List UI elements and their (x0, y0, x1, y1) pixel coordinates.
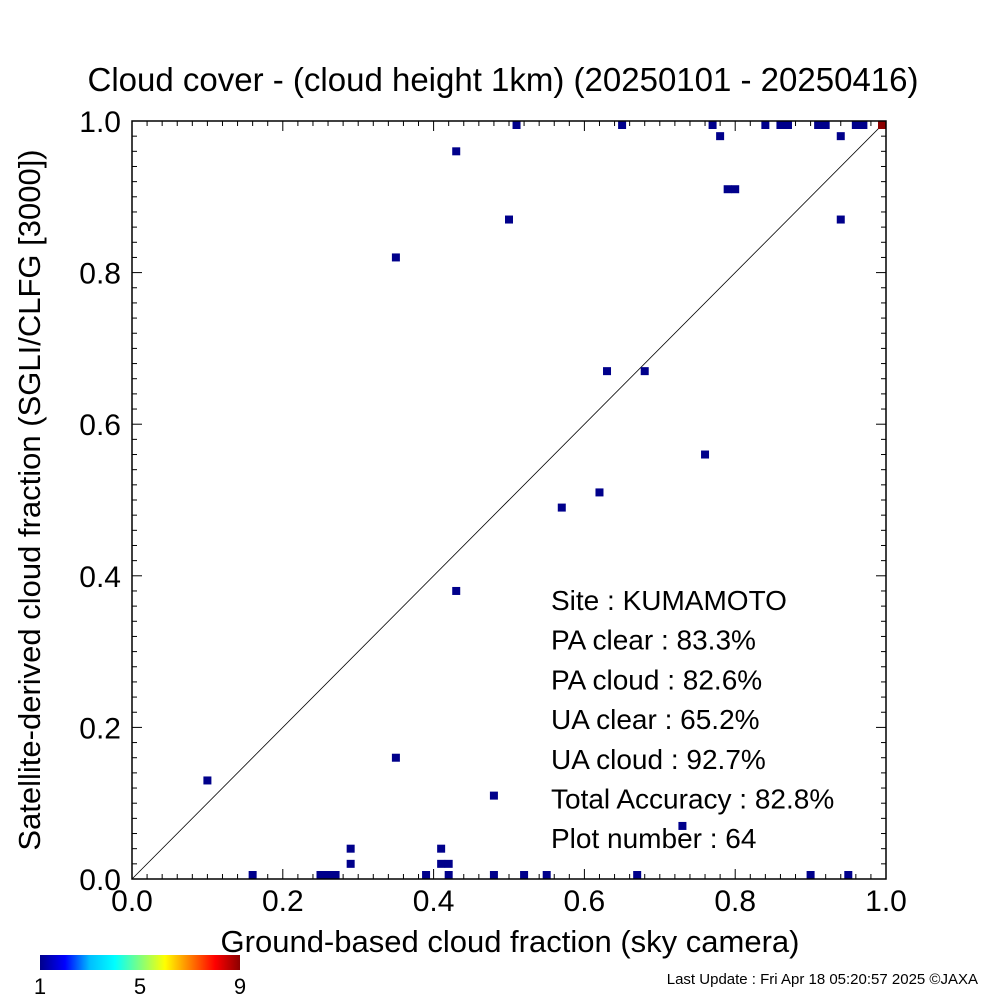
y-tick-label: 0.2 (79, 712, 121, 745)
stat-line: UA cloud : 92.7% (551, 744, 766, 775)
data-point (878, 121, 886, 129)
y-tick-label: 0.6 (79, 409, 121, 442)
data-point (851, 121, 860, 129)
y-tick-label: 1.0 (79, 106, 121, 139)
x-tick-label: 0.2 (262, 885, 304, 918)
data-point (557, 503, 566, 512)
data-point (324, 871, 333, 879)
data-point (806, 871, 815, 879)
data-point (422, 871, 431, 879)
statistics-panel: Site : KUMAMOTO PA clear : 83.3% PA cloud … (551, 585, 834, 854)
y-tick-label: 0.8 (79, 258, 121, 291)
data-point (331, 871, 340, 879)
data-point (444, 871, 453, 879)
data-point (248, 871, 257, 879)
data-point (836, 215, 845, 224)
data-point (520, 871, 529, 879)
x-axis-title: Ground-based cloud fraction (sky camera) (221, 924, 800, 959)
colorbar-label: 9 (234, 974, 246, 999)
chart-title: Cloud cover - (cloud height 1km) (202501… (88, 61, 919, 98)
data-point (489, 871, 498, 879)
data-point (346, 859, 355, 868)
data-point (783, 121, 792, 129)
data-point (452, 147, 461, 156)
stat-line: UA clear : 65.2% (551, 704, 760, 735)
data-point (618, 121, 627, 129)
data-point (391, 253, 400, 262)
y-tick-label: 0.0 (79, 864, 121, 897)
data-point (836, 132, 845, 141)
data-point (595, 488, 604, 497)
data-point (391, 753, 400, 762)
data-point (731, 185, 740, 194)
x-tick-label: 0.0 (111, 885, 153, 918)
data-point (603, 367, 612, 376)
stat-line: PA clear : 83.3% (551, 625, 756, 656)
data-point (444, 859, 453, 868)
data-point (723, 185, 732, 194)
data-point (542, 871, 551, 879)
y-axis-title: Satellite-derived cloud fraction (SGLI/C… (12, 149, 47, 850)
stat-line: PA cloud : 82.6% (551, 664, 762, 695)
data-point (701, 450, 710, 459)
stat-line: Plot number : 64 (551, 823, 756, 854)
data-point (761, 121, 770, 129)
data-point (203, 776, 212, 785)
data-point (640, 367, 649, 376)
data-points (203, 121, 886, 879)
data-point (859, 121, 868, 129)
data-point (489, 791, 498, 800)
data-point (814, 121, 823, 129)
data-point (776, 121, 785, 129)
data-point (437, 859, 446, 868)
one-to-one-line (131, 120, 887, 880)
colorbar-labels: 1 5 9 (34, 974, 246, 999)
plot-frame (131, 120, 887, 880)
x-tick-label: 0.4 (413, 885, 455, 918)
x-tick-label: 0.6 (564, 885, 606, 918)
data-point (844, 871, 853, 879)
data-point (505, 215, 513, 224)
data-point (678, 821, 687, 830)
tick-labels: 0.0 0.2 0.4 0.6 0.8 1.0 0.0 0.2 0.4 0.6 0.8 1.0 (79, 106, 907, 918)
data-point (437, 844, 446, 853)
colorbar (40, 955, 240, 970)
colorbar-label: 5 (134, 974, 146, 999)
data-point (512, 121, 521, 129)
x-tick-label: 1.0 (865, 885, 907, 918)
data-point (633, 871, 642, 879)
data-point (316, 871, 325, 879)
data-point (452, 586, 461, 595)
data-point (716, 132, 725, 141)
y-tick-label: 0.4 (79, 561, 121, 594)
axis-ticks (131, 120, 887, 880)
data-point (708, 121, 717, 129)
colorbar-label: 1 (34, 974, 46, 999)
x-tick-label: 0.8 (714, 885, 756, 918)
data-point (821, 121, 830, 129)
stat-line: Total Accuracy : 82.8% (551, 784, 834, 815)
last-update-footer: Last Update : Fri Apr 18 05:20:57 2025 ©… (667, 971, 978, 988)
stat-line: Site : KUMAMOTO (551, 585, 787, 616)
data-point (346, 844, 355, 853)
